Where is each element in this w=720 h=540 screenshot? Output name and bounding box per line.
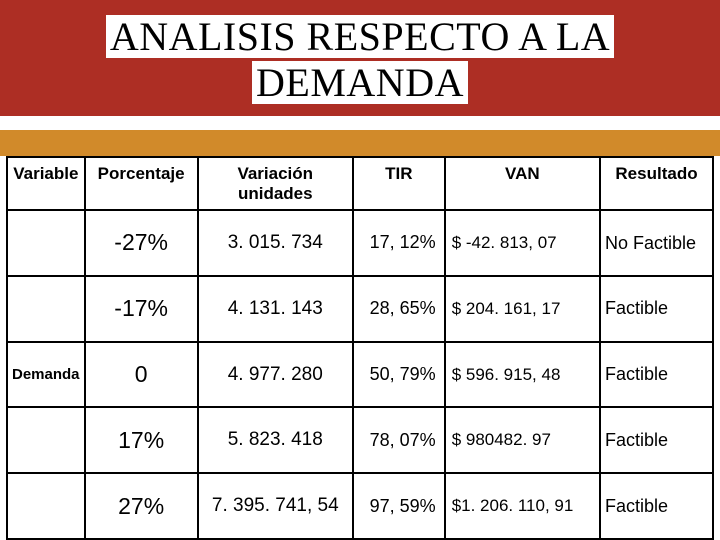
cell-tir: 97, 59% <box>353 473 445 539</box>
table-row: 27% 7. 395. 741, 54 97, 59% $1. 206. 110… <box>7 473 713 539</box>
cell-variable-label: Demanda <box>7 342 85 408</box>
col-header-resultado: Resultado <box>600 157 713 210</box>
resultado-text: No Factible <box>605 233 696 253</box>
cell-variacion: 7. 395. 741, 54 <box>198 473 353 539</box>
cell-van: $ 596. 915, 48 <box>445 342 600 408</box>
title-area: ANALISIS RESPECTO A LA DEMANDA <box>0 0 720 116</box>
table-row: 17% 5. 823. 418 78, 07% $ 980482. 97 Fac… <box>7 407 713 473</box>
col-header-variable: Variable <box>7 157 85 210</box>
cell-van: $1. 206. 110, 91 <box>445 473 600 539</box>
cell-resultado: Factible <box>600 342 713 408</box>
spacer-band <box>0 116 720 130</box>
cell-tir: 50, 79% <box>353 342 445 408</box>
cell-porcentaje: 27% <box>85 473 198 539</box>
cell-resultado: Factible <box>600 473 713 539</box>
cell-variable <box>7 276 85 342</box>
cell-tir: 78, 07% <box>353 407 445 473</box>
table-row: -27% 3. 015. 734 17, 12% $ -42. 813, 07 … <box>7 210 713 276</box>
col-header-van: VAN <box>445 157 600 210</box>
cell-porcentaje: -17% <box>85 276 198 342</box>
cell-resultado: No Factible <box>600 210 713 276</box>
cell-variacion: 3. 015. 734 <box>198 210 353 276</box>
title-line-1: ANALISIS RESPECTO A LA <box>106 15 614 58</box>
cell-variacion: 5. 823. 418 <box>198 407 353 473</box>
title-line-2: DEMANDA <box>252 61 468 104</box>
cell-variacion: 4. 977. 280 <box>198 342 353 408</box>
slide: ANALISIS RESPECTO A LA DEMANDA Variable … <box>0 0 720 540</box>
col-header-porcentaje: Porcentaje <box>85 157 198 210</box>
cell-resultado: Factible <box>600 407 713 473</box>
accent-band <box>0 130 720 156</box>
table-row: Demanda 0 4. 977. 280 50, 79% $ 596. 915… <box>7 342 713 408</box>
cell-porcentaje: 0 <box>85 342 198 408</box>
cell-van: $ 980482. 97 <box>445 407 600 473</box>
table-header-row: Variable Porcentaje Variación unidades T… <box>7 157 713 210</box>
table-container: Variable Porcentaje Variación unidades T… <box>0 156 720 540</box>
cell-variacion: 4. 131. 143 <box>198 276 353 342</box>
cell-tir: 28, 65% <box>353 276 445 342</box>
cell-resultado: Factible <box>600 276 713 342</box>
table-row: -17% 4. 131. 143 28, 65% $ 204. 161, 17 … <box>7 276 713 342</box>
cell-van: $ -42. 813, 07 <box>445 210 600 276</box>
cell-variable <box>7 210 85 276</box>
col-header-variacion: Variación unidades <box>198 157 353 210</box>
analysis-table: Variable Porcentaje Variación unidades T… <box>6 156 714 540</box>
cell-variable <box>7 473 85 539</box>
cell-variable <box>7 407 85 473</box>
cell-porcentaje: 17% <box>85 407 198 473</box>
cell-tir: 17, 12% <box>353 210 445 276</box>
cell-porcentaje: -27% <box>85 210 198 276</box>
col-header-tir: TIR <box>353 157 445 210</box>
cell-van: $ 204. 161, 17 <box>445 276 600 342</box>
